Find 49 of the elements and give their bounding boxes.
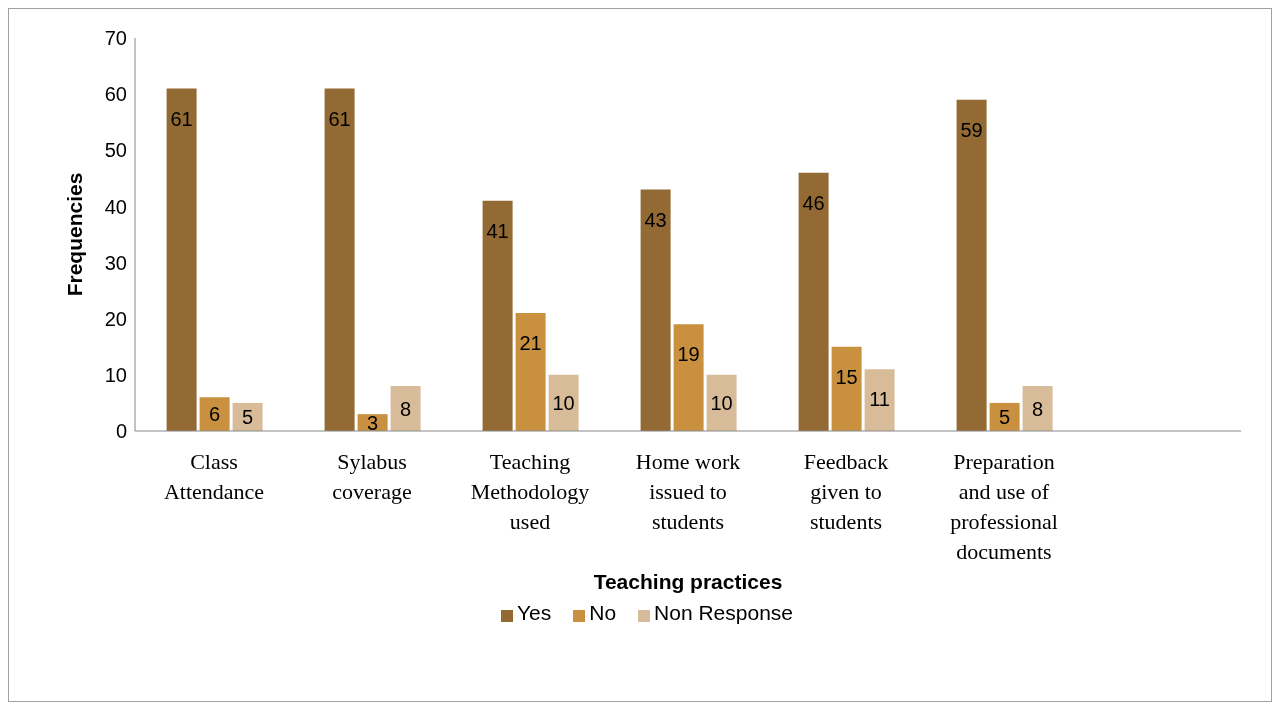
y-tick-label: 40 [104,195,127,218]
bar [864,369,895,431]
data-label: 11 [869,388,890,411]
legend-label: Yes [516,601,552,624]
bar [956,99,987,431]
y-tick-label: 30 [104,251,127,274]
data-label: 10 [710,391,733,414]
y-tick-label: 10 [104,363,127,386]
bar [390,386,421,431]
x-tick-label: Feedback given to students [803,449,889,534]
y-tick-label: 0 [115,420,127,443]
data-label: 3 [367,411,379,434]
data-label: 19 [677,343,700,366]
data-label: 5 [999,405,1011,428]
bar [482,200,513,431]
data-label: 43 [644,208,667,231]
bar [673,324,704,431]
data-label: 59 [960,118,983,141]
data-label: 41 [486,219,509,242]
data-label: 8 [400,397,412,420]
bar [515,313,546,431]
x-tick-label: Home work issued to students [635,449,741,534]
x-tick-label: Sylabus coverage [332,449,412,504]
bar [1022,386,1053,431]
data-label: 61 [328,107,351,130]
legend-label: No [589,601,617,624]
data-label: 10 [552,391,575,414]
x-tick-label: Class Attendance [163,449,265,504]
y-tick-label: 20 [104,307,127,330]
y-tick-label: 60 [104,83,127,106]
data-label: 61 [170,107,193,130]
bar [324,88,355,431]
bar [166,88,197,431]
data-label: 8 [1032,397,1044,420]
data-label: 5 [242,405,254,428]
bar [640,189,671,431]
y-tick-label: 70 [104,27,127,50]
bar [831,346,862,431]
y-axis-title: Frequencies [63,172,87,297]
data-label: 21 [519,332,542,355]
data-label: 15 [835,365,858,388]
data-label: 6 [209,403,221,426]
legend-label: Non Response [654,601,794,624]
x-tick-label: Teaching Methodology used [470,449,590,534]
data-label: 46 [802,191,825,214]
y-tick-label: 50 [104,139,127,162]
bar [798,172,829,431]
x-tick-label: Preparation and use of professional documents [950,449,1058,564]
x-axis-title: Teaching practices [593,570,783,593]
